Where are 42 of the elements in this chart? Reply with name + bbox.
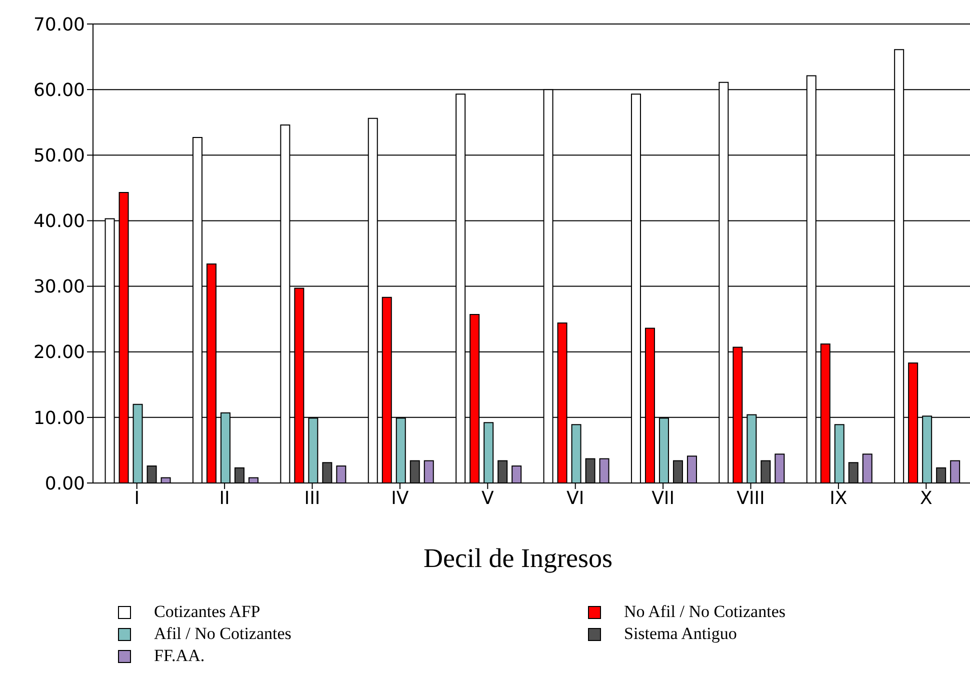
y-tick-label: 40.00 (33, 211, 85, 232)
x-axis-title: Decil de Ingresos (422, 543, 614, 574)
bar (774, 454, 785, 483)
y-tick-label: 30.00 (33, 276, 85, 298)
bar (848, 462, 858, 483)
x-tick-label: IX (830, 488, 848, 509)
legend-label: FF.AA. (154, 646, 205, 666)
bar (862, 454, 872, 483)
bar (672, 460, 683, 483)
bar (498, 460, 508, 483)
bar (336, 465, 346, 483)
bar (234, 467, 244, 483)
y-tick-label: 60.00 (33, 80, 85, 101)
y-tick-label: 20.00 (33, 342, 85, 364)
x-tick-label: I (134, 488, 140, 509)
legend-label: No Afil / No Cotizantes (624, 602, 786, 622)
x-tick-label: VIII (736, 488, 765, 509)
bar (512, 465, 522, 483)
y-tick-label: 10.00 (33, 408, 85, 429)
x-tick-label: IV (391, 488, 410, 509)
x-tick-label: VI (566, 488, 584, 509)
y-tick-label: 0.00 (44, 473, 85, 494)
x-tick-label: VII (652, 488, 675, 509)
x-tick-label: X (920, 488, 932, 509)
bar (936, 467, 946, 483)
bar (146, 465, 157, 483)
legend-label: Sistema Antiguo (624, 624, 737, 644)
y-tick-label: 70.00 (33, 14, 85, 36)
legend-label: Cotizantes AFP (154, 602, 260, 622)
bar (585, 458, 596, 483)
x-tick-label: V (481, 488, 494, 509)
bar (410, 460, 420, 483)
bar (686, 456, 697, 483)
bar (424, 460, 434, 483)
y-tick-label: 50.00 (33, 146, 85, 167)
bar (599, 458, 610, 483)
bar (322, 462, 332, 483)
x-tick-label: III (304, 488, 320, 509)
legend-label: Afil / No Cotizantes (154, 624, 292, 644)
x-tick-label: II (219, 488, 230, 509)
bar (760, 460, 771, 483)
bar (950, 460, 960, 483)
